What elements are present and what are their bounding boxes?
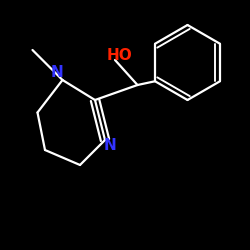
- Text: N: N: [104, 138, 117, 152]
- Text: HO: HO: [107, 48, 133, 62]
- Text: N: N: [51, 65, 64, 80]
